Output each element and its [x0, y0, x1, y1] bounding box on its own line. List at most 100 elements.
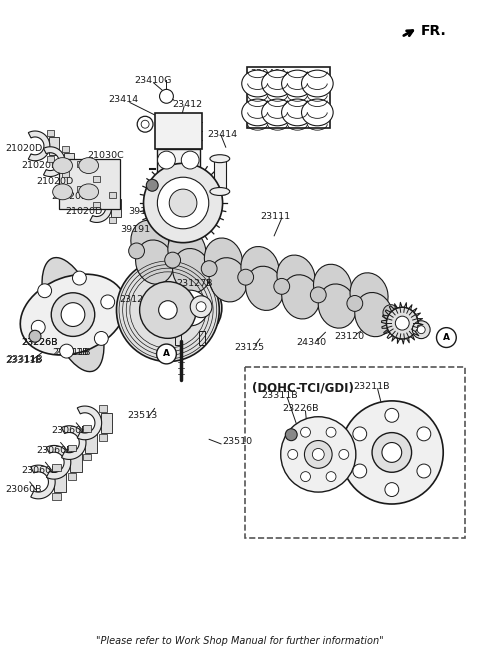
Text: 39191: 39191	[120, 225, 151, 234]
Ellipse shape	[53, 158, 72, 173]
Circle shape	[238, 269, 253, 285]
Bar	[77, 187, 84, 193]
Bar	[79, 167, 90, 185]
Bar	[54, 472, 66, 492]
Ellipse shape	[209, 258, 247, 302]
Bar	[62, 171, 70, 177]
Circle shape	[157, 177, 209, 229]
Bar	[93, 176, 100, 182]
Text: 23211B: 23211B	[54, 348, 91, 357]
Text: 23040A: 23040A	[251, 69, 287, 78]
Text: 24340: 24340	[296, 338, 326, 348]
Bar	[85, 432, 97, 453]
Circle shape	[140, 281, 196, 338]
Text: 23226B: 23226B	[22, 338, 58, 348]
Bar	[64, 153, 74, 171]
Text: 23414: 23414	[108, 95, 138, 105]
Ellipse shape	[301, 70, 333, 97]
Ellipse shape	[313, 264, 351, 308]
Circle shape	[157, 151, 175, 169]
Circle shape	[339, 449, 349, 459]
Polygon shape	[59, 162, 80, 191]
Ellipse shape	[131, 220, 169, 265]
Circle shape	[417, 464, 431, 478]
Text: 23412: 23412	[173, 100, 203, 109]
Circle shape	[158, 301, 177, 319]
Circle shape	[190, 296, 212, 318]
Ellipse shape	[20, 274, 126, 355]
Circle shape	[281, 417, 356, 492]
Text: A: A	[443, 333, 450, 342]
Circle shape	[117, 258, 219, 361]
Polygon shape	[74, 177, 96, 207]
Circle shape	[383, 305, 399, 320]
Circle shape	[158, 276, 222, 340]
Ellipse shape	[242, 99, 274, 126]
Ellipse shape	[355, 293, 393, 337]
Circle shape	[396, 316, 409, 330]
Circle shape	[353, 427, 367, 441]
Ellipse shape	[53, 184, 72, 200]
Circle shape	[141, 120, 149, 128]
Circle shape	[31, 320, 45, 334]
Bar	[68, 445, 76, 451]
Circle shape	[274, 279, 289, 295]
Text: 23125: 23125	[234, 343, 264, 352]
Text: 21020D: 21020D	[36, 177, 73, 186]
Text: 23226B: 23226B	[283, 404, 319, 413]
Bar	[59, 159, 120, 209]
Circle shape	[353, 464, 367, 478]
Text: 21020D: 21020D	[5, 144, 42, 153]
Bar	[93, 201, 100, 207]
Ellipse shape	[210, 187, 230, 195]
Text: 23211B: 23211B	[53, 348, 89, 357]
Bar	[62, 146, 70, 152]
Circle shape	[38, 284, 51, 298]
Circle shape	[436, 328, 456, 348]
Polygon shape	[61, 426, 86, 459]
Ellipse shape	[277, 255, 315, 299]
Polygon shape	[47, 446, 71, 479]
Text: 23060B: 23060B	[21, 465, 57, 475]
Polygon shape	[31, 465, 55, 499]
Circle shape	[300, 427, 311, 437]
Ellipse shape	[135, 240, 174, 284]
Text: 23111: 23111	[260, 212, 290, 220]
Ellipse shape	[173, 248, 211, 293]
Circle shape	[201, 261, 217, 277]
Circle shape	[326, 427, 336, 437]
Text: 23127B: 23127B	[176, 279, 213, 288]
Circle shape	[288, 449, 298, 459]
Bar	[247, 67, 330, 128]
Text: 23060B: 23060B	[36, 446, 72, 455]
Bar	[108, 192, 116, 198]
Circle shape	[51, 293, 95, 336]
Ellipse shape	[168, 229, 206, 273]
Text: 23414: 23414	[208, 130, 238, 138]
Ellipse shape	[262, 70, 293, 97]
Ellipse shape	[246, 266, 284, 310]
Circle shape	[181, 151, 199, 169]
Circle shape	[326, 471, 336, 481]
Bar	[52, 464, 60, 471]
Text: 39190A: 39190A	[129, 207, 165, 216]
Ellipse shape	[79, 184, 98, 200]
Bar	[110, 199, 121, 216]
Bar	[49, 137, 59, 155]
Ellipse shape	[79, 158, 98, 173]
Text: 23124B: 23124B	[119, 295, 156, 304]
Text: 23311B: 23311B	[5, 356, 42, 365]
Circle shape	[172, 290, 208, 326]
Ellipse shape	[42, 258, 104, 371]
Text: 23226B: 23226B	[21, 338, 57, 348]
Circle shape	[169, 189, 197, 217]
Circle shape	[95, 332, 108, 346]
Text: 21020D: 21020D	[21, 161, 58, 170]
Polygon shape	[90, 193, 111, 222]
Ellipse shape	[262, 99, 293, 126]
Bar	[176, 331, 181, 346]
Text: "Please refer to Work Shop Manual for further information": "Please refer to Work Shop Manual for fu…	[96, 636, 384, 646]
Ellipse shape	[350, 273, 388, 317]
Circle shape	[146, 179, 158, 191]
Circle shape	[196, 302, 206, 312]
